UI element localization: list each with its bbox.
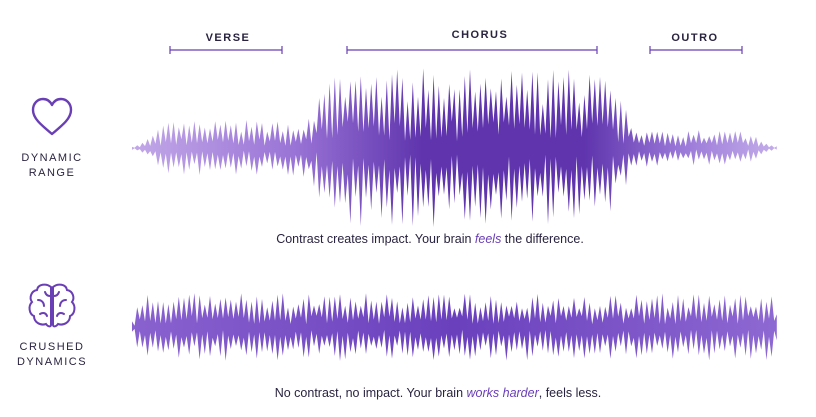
- chorus-bracket: [346, 46, 598, 54]
- heart-icon: [31, 97, 73, 136]
- crushed-waveform: [132, 293, 777, 361]
- section-label: OUTRO: [671, 32, 718, 44]
- verse-bracket: [169, 46, 283, 54]
- section-label: CHORUS: [452, 29, 509, 41]
- caption-emphasis: feels: [475, 232, 501, 246]
- caption-text: No contrast, no impact. Your brain: [275, 386, 467, 400]
- caption-text: Contrast creates impact. Your brain: [276, 232, 475, 246]
- section-label: VERSE: [206, 32, 251, 44]
- brain-icon: [28, 283, 76, 328]
- caption: Contrast creates impact. Your brain feel…: [276, 232, 584, 246]
- caption-emphasis: works harder: [467, 386, 540, 400]
- row-label: DYNAMIC: [21, 152, 82, 164]
- caption-text: , feels less.: [539, 386, 602, 400]
- section-brackets: [169, 46, 743, 54]
- caption-text: the difference.: [501, 232, 583, 246]
- row-label: CRUSHED: [20, 341, 85, 353]
- row-label: RANGE: [29, 167, 76, 179]
- row-label: DYNAMICS: [17, 356, 87, 368]
- outro-bracket: [649, 46, 743, 54]
- dynamic-waveform: [132, 68, 777, 228]
- caption: No contrast, no impact. Your brain works…: [275, 386, 602, 400]
